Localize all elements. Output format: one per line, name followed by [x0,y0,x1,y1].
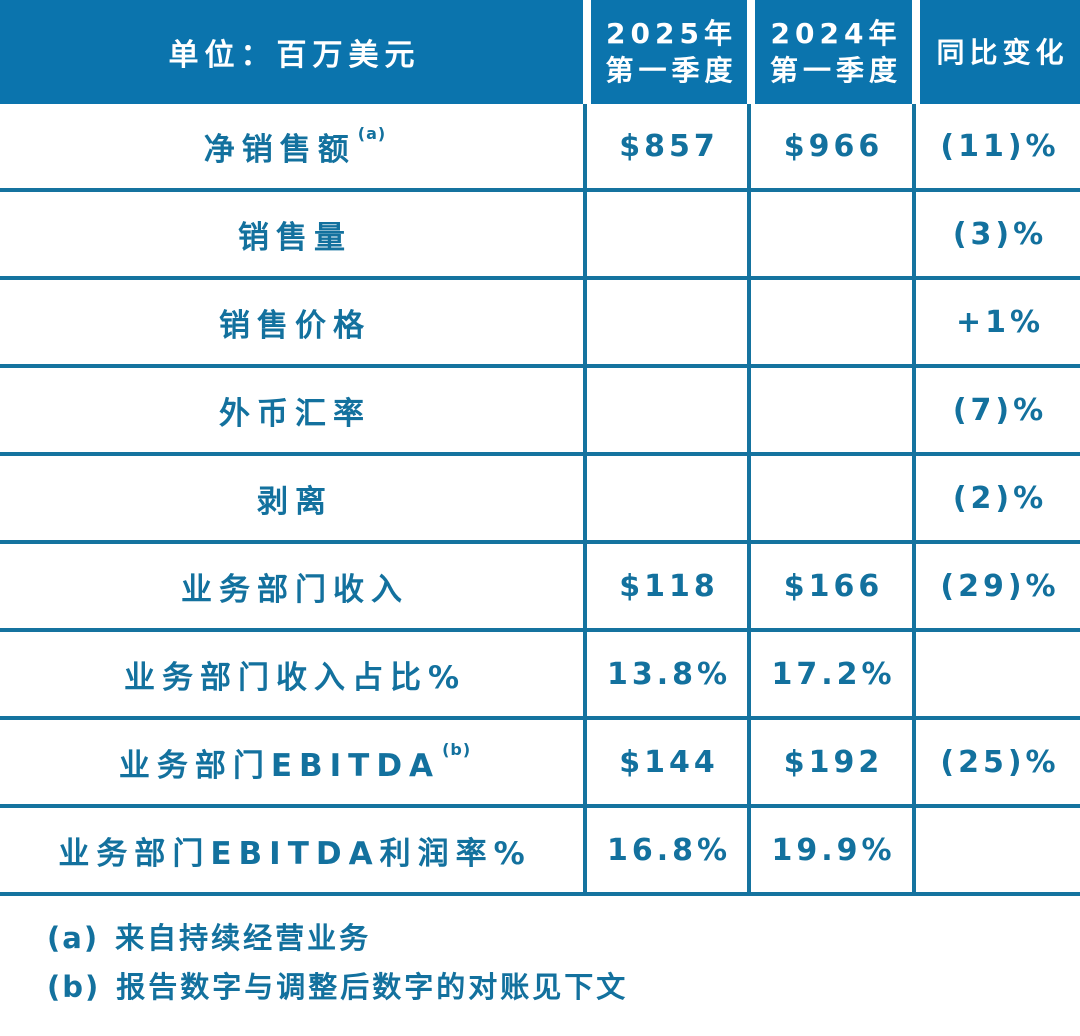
header-2025-line1: 2025年 [606,17,737,50]
cell-sales-volume-2024 [747,192,912,280]
table-row-label-sales-price: 销售价格 [0,280,583,368]
footnote-a-text: 来自持续经营业务 [115,921,372,955]
cell-segment-ebitda-2024: $192 [747,720,912,808]
header-2025-line2: 第一季度 [605,54,738,87]
cell-divestiture-yoy: (2)% [912,456,1080,544]
header-cell-unit: 单位：百万美元 [0,0,583,104]
cell-sales-price-2024 [747,280,912,368]
financial-summary-table: 单位：百万美元 2025年 第一季度 2024年 第一季度 同比变化 净销售额(… [0,0,1080,896]
cell-segment-ebitda-margin-2024: 19.9% [747,808,912,896]
cell-segment-income-2025: $118 [583,544,747,632]
cell-segment-ebitda-margin-2025: 16.8% [583,808,747,896]
header-cell-2024-q1: 2024年 第一季度 [747,0,912,104]
cell-divestiture-2025 [583,456,747,544]
table-row-label-divestiture: 剥离 [0,456,583,544]
cell-fx-rate-2025 [583,368,747,456]
footnote-b: (b) 报告数字与调整后数字的对账见下文 [47,963,1080,1012]
cell-segment-ebitda-margin-yoy [912,808,1080,896]
cell-sales-volume-yoy: (3)% [912,192,1080,280]
header-cell-yoy-change: 同比变化 [912,0,1080,104]
header-2024-line2: 第一季度 [769,54,902,87]
cell-segment-income-pct-2024: 17.2% [747,632,912,720]
cell-net-sales-2025: $857 [583,104,747,192]
cell-segment-ebitda-yoy: (25)% [912,720,1080,808]
header-cell-2025-q1: 2025年 第一季度 [583,0,747,104]
footnote-a: (a) 来自持续经营业务 [47,914,1080,963]
table-row-label-sales-volume: 销售量 [0,192,583,280]
cell-sales-volume-2025 [583,192,747,280]
cell-segment-income-2024: $166 [747,544,912,632]
cell-fx-rate-yoy: (7)% [912,368,1080,456]
table-row-label-segment-ebitda-margin: 业务部门EBITDA利润率% [0,808,583,896]
table-row-label-segment-income-pct: 业务部门收入占比% [0,632,583,720]
table-row-label-segment-ebitda: 业务部门EBITDA (b) [0,720,583,808]
cell-segment-ebitda-2025: $144 [583,720,747,808]
footnote-ref-b: (b) [442,739,472,759]
cell-segment-income-pct-2025: 13.8% [583,632,747,720]
cell-segment-income-yoy: (29)% [912,544,1080,632]
cell-fx-rate-2024 [747,368,912,456]
table-row-label-segment-income: 业务部门收入 [0,544,583,632]
cell-net-sales-yoy: (11)% [912,104,1080,192]
cell-divestiture-2024 [747,456,912,544]
footnote-a-marker: (a) [47,921,100,955]
cell-sales-price-2025 [583,280,747,368]
table-row-label-net-sales: 净销售额 (a) [0,104,583,192]
header-yoy-label: 同比变化 [936,35,1069,69]
footnotes-block: (a) 来自持续经营业务 (b) 报告数字与调整后数字的对账见下文 [47,914,1080,1012]
cell-net-sales-2024: $966 [747,104,912,192]
header-2024-line1: 2024年 [770,17,902,50]
unit-header-label: 单位：百万美元 [168,38,421,73]
footnote-b-text: 报告数字与调整后数字的对账见下文 [116,970,629,1004]
footnote-ref-a: (a) [357,123,387,143]
table-row-label-fx-rate: 外币汇率 [0,368,583,456]
cell-segment-income-pct-yoy [912,632,1080,720]
footnote-b-marker: (b) [47,970,101,1004]
cell-sales-price-yoy: +1% [912,280,1080,368]
